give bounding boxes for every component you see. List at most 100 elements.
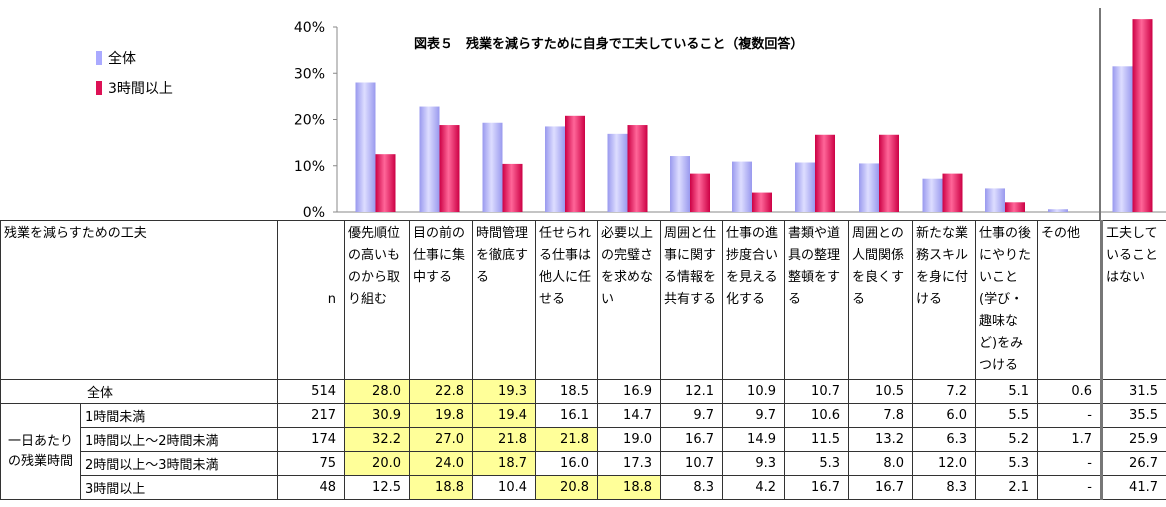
bar-overall bbox=[1048, 209, 1068, 212]
table-cell: 16.7 bbox=[848, 475, 913, 500]
table-column-header: 任せられる仕事は他人に任せる bbox=[535, 220, 598, 380]
bar-3h bbox=[565, 115, 585, 212]
bar-overall bbox=[607, 133, 628, 212]
table-cell: 10.9 bbox=[722, 379, 785, 404]
table-cell: 32.2 bbox=[344, 427, 410, 452]
table-row: 全体 514 28.0 22.8 19.3 18.5 16.9 12.1 10.9 10.7 10.… bbox=[0, 379, 1166, 404]
bar-overall bbox=[670, 156, 690, 212]
table-column-header: 新たな業務スキルを身に付ける bbox=[912, 220, 976, 380]
table-column-header: 必要以上の完璧さを求めない bbox=[597, 220, 661, 380]
table-cell: 6.3 bbox=[912, 427, 976, 452]
bar-overall bbox=[545, 126, 565, 212]
table-cell: - bbox=[1037, 475, 1102, 500]
bar-overall bbox=[1112, 66, 1133, 212]
table-cell: 20.0 bbox=[344, 451, 410, 476]
row-n: 217 bbox=[277, 403, 345, 428]
table-cell: 12.5 bbox=[344, 475, 410, 500]
table-cell: 9.7 bbox=[722, 403, 785, 428]
table-cell: 8.3 bbox=[660, 475, 723, 500]
table-cell: 13.2 bbox=[848, 427, 913, 452]
bar-3h bbox=[439, 125, 460, 212]
table-row: 3時間以上 48 12.5 18.8 10.4 20.8 18.8 8.3 4.2 16.7 16.… bbox=[1, 475, 1166, 500]
table-cell: - bbox=[1037, 403, 1102, 428]
row-group-label: 一日あたりの残業時間 bbox=[0, 403, 81, 500]
table-cell: 19.4 bbox=[472, 403, 536, 428]
table-cell: 31.5 bbox=[1100, 379, 1166, 404]
bar-3h bbox=[690, 173, 710, 212]
y-tick-label: 20% bbox=[294, 113, 325, 129]
table-cell: 12.0 bbox=[912, 451, 976, 476]
legend-label-overall: 全体 bbox=[108, 50, 136, 67]
bar-chart: 図表５ 残業を減らすために自身で工夫していること（複数回答） 0% 10% 20% 3… bbox=[96, 19, 1166, 220]
table-column-header: 書類や道具の整理整頓をする bbox=[784, 220, 849, 380]
table-cell: 28.0 bbox=[344, 379, 410, 404]
table-cell: 10.6 bbox=[784, 403, 849, 428]
table-cell: 12.1 bbox=[660, 379, 723, 404]
table-column-header: その他 bbox=[1037, 220, 1102, 380]
table-row: 2時間以上～3時間未満 75 20.0 24.0 18.7 16.0 17.3 10.7 9.3… bbox=[1, 451, 1166, 476]
table-cell: 22.8 bbox=[409, 379, 473, 404]
table-column-header: 時間管理を徹底する bbox=[472, 220, 536, 380]
table-cell: - bbox=[1037, 451, 1102, 476]
bar-3h bbox=[879, 134, 899, 212]
table-cell: 5.5 bbox=[975, 403, 1038, 428]
bar-overall bbox=[355, 82, 376, 212]
table-cell: 18.7 bbox=[472, 451, 536, 476]
table-cell: 25.9 bbox=[1100, 427, 1166, 452]
table-cell: 10.4 bbox=[472, 475, 536, 500]
y-axis: 0% 10% 20% 30% 40% bbox=[294, 20, 1166, 220]
table-cell: 17.3 bbox=[597, 451, 661, 476]
legend-swatch-3h bbox=[96, 81, 102, 95]
separator-line bbox=[1099, 8, 1101, 220]
table-cell: 0.6 bbox=[1037, 379, 1102, 404]
bar-3h bbox=[1132, 19, 1153, 213]
bar-3h bbox=[627, 125, 648, 212]
table-cell: 6.0 bbox=[912, 403, 976, 428]
table-column-header: 周囲との人間関係を良くする bbox=[848, 220, 913, 380]
table-cell: 10.5 bbox=[848, 379, 913, 404]
table-cell: 4.2 bbox=[722, 475, 785, 500]
table-row: 一日あたりの残業時間 1時間未満 217 30.9 19.8 19.4 16.1 14.7 9.… bbox=[0, 403, 1166, 500]
table-cell: 14.7 bbox=[597, 403, 661, 428]
table-cell: 9.3 bbox=[722, 451, 785, 476]
table-cell: 41.7 bbox=[1100, 475, 1166, 500]
table-cell: 16.7 bbox=[784, 475, 849, 500]
row-label: 1時間未満 bbox=[80, 403, 278, 428]
y-tick-label: 0% bbox=[303, 205, 325, 220]
table-column-header: 周囲と仕事に関する情報を共有する bbox=[660, 220, 723, 380]
table-cell: 5.1 bbox=[975, 379, 1038, 404]
table-cell: 7.2 bbox=[912, 379, 976, 404]
table-cell: 9.7 bbox=[660, 403, 723, 428]
table-cell: 11.5 bbox=[784, 427, 849, 452]
table-cell: 16.1 bbox=[535, 403, 598, 428]
table-column-header: 仕事の後にやりたいこと(学び・趣味など)をみつける bbox=[975, 220, 1038, 380]
table-cell: 10.7 bbox=[784, 379, 849, 404]
table-cell: 18.8 bbox=[597, 475, 661, 500]
table-cell: 7.8 bbox=[848, 403, 913, 428]
y-tick-label: 40% bbox=[294, 20, 325, 36]
table-cell: 16.7 bbox=[660, 427, 723, 452]
table-cell: 1.7 bbox=[1037, 427, 1102, 452]
data-table: 残業を減らすための工夫 n 優先順位の高いものから取り組む 目の前の仕事に集中する 時間… bbox=[0, 220, 1166, 500]
table-cell: 30.9 bbox=[344, 403, 410, 428]
row-label: 全体 bbox=[0, 379, 278, 404]
bar-3h bbox=[752, 192, 772, 212]
table-cell: 2.1 bbox=[975, 475, 1038, 500]
row-n: 75 bbox=[277, 451, 345, 476]
table-cell: 19.3 bbox=[472, 379, 536, 404]
table-cell: 16.9 bbox=[597, 379, 661, 404]
row-label: 3時間以上 bbox=[80, 475, 278, 500]
bar-overall bbox=[482, 122, 503, 212]
table-cell: 18.5 bbox=[535, 379, 598, 404]
table-column-header: 仕事の進捗度合いを見える化する bbox=[722, 220, 785, 380]
legend: 全体 3時間以上 bbox=[96, 50, 173, 97]
table-column-header: 工夫していることはない bbox=[1100, 220, 1166, 380]
row-n: 174 bbox=[277, 427, 345, 452]
table-cell: 20.8 bbox=[535, 475, 598, 500]
row-n: 48 bbox=[277, 475, 345, 500]
table-cell: 5.2 bbox=[975, 427, 1038, 452]
table-row: 1時間以上～2時間未満 174 32.2 27.0 21.8 21.8 19.0 16.7 14… bbox=[1, 427, 1166, 452]
bar-3h bbox=[375, 154, 396, 212]
table-cell: 10.7 bbox=[660, 451, 723, 476]
table-cell: 14.9 bbox=[722, 427, 785, 452]
